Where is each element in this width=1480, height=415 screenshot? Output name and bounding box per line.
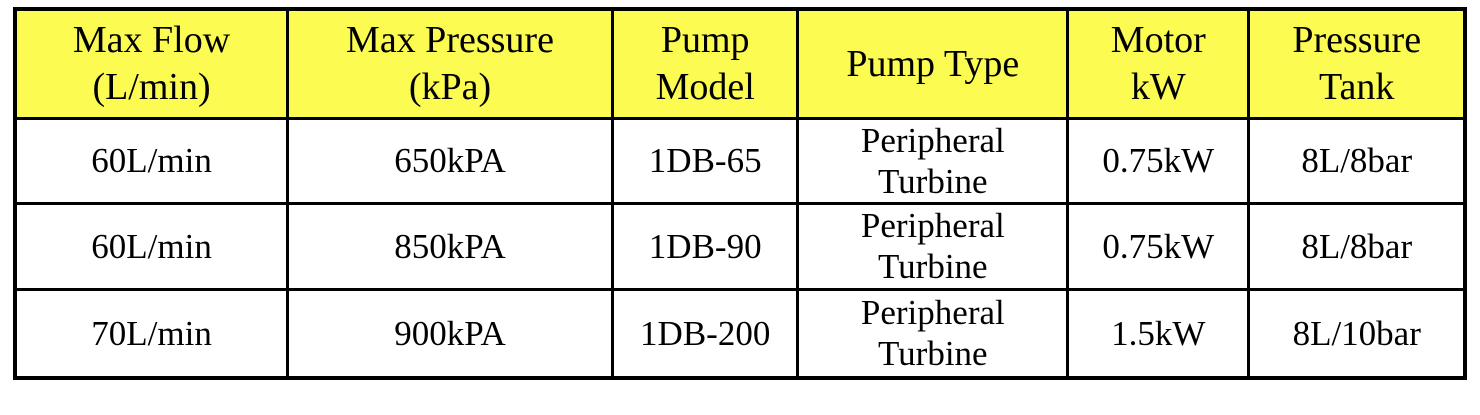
- cell-pump-model: 1DB-200: [610, 287, 800, 380]
- header-cell-pump-model: Pump Model: [610, 7, 800, 120]
- cell-pressure-tank: 8L/8bar: [1247, 116, 1467, 206]
- cell-pump-type: Peripheral Turbine: [796, 202, 1070, 291]
- cell-max-flow: 60L/min: [13, 202, 290, 291]
- header-row: Max Flow (L/min) Max Pressure (kPa) Pump…: [13, 7, 1467, 120]
- cell-motor-kw: 1.5kW: [1066, 287, 1251, 380]
- table-row: 70L/min 900kPA 1DB-200 Peripheral Turbin…: [13, 287, 1467, 380]
- cell-pump-model: 1DB-90: [610, 202, 800, 291]
- header-cell-pressure-tank: Pressure Tank: [1247, 7, 1467, 120]
- cell-pressure-tank: 8L/10bar: [1247, 287, 1467, 380]
- cell-pressure-tank: 8L/8bar: [1247, 202, 1467, 291]
- cell-pump-model: 1DB-65: [610, 116, 800, 206]
- cell-pump-type: Peripheral Turbine: [796, 287, 1070, 380]
- header-cell-motor-kw: Motor kW: [1066, 7, 1251, 120]
- pump-spec-table: Max Flow (L/min) Max Pressure (kPa) Pump…: [13, 7, 1467, 381]
- cell-max-flow: 70L/min: [13, 287, 290, 380]
- cell-motor-kw: 0.75kW: [1066, 202, 1251, 291]
- cell-motor-kw: 0.75kW: [1066, 116, 1251, 206]
- cell-max-flow: 60L/min: [13, 116, 290, 206]
- table-row: 60L/min 650kPA 1DB-65 Peripheral Turbine…: [13, 116, 1467, 206]
- header-cell-max-flow: Max Flow (L/min): [13, 7, 290, 120]
- cell-pump-type: Peripheral Turbine: [796, 116, 1070, 206]
- cell-max-pressure: 650kPA: [286, 116, 614, 206]
- header-cell-pump-type: Pump Type: [796, 7, 1070, 120]
- cell-max-pressure: 850kPA: [286, 202, 614, 291]
- cell-max-pressure: 900kPA: [286, 287, 614, 380]
- table-row: 60L/min 850kPA 1DB-90 Peripheral Turbine…: [13, 202, 1467, 291]
- header-cell-max-pressure: Max Pressure (kPa): [286, 7, 614, 120]
